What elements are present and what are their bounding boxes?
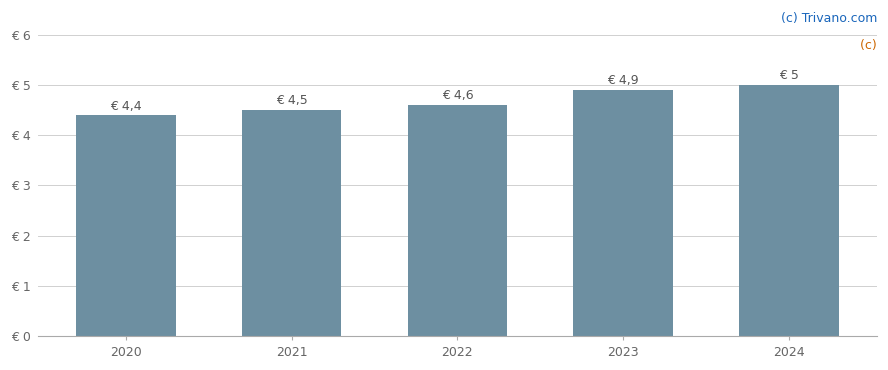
Text: (c): (c) <box>860 39 881 52</box>
Bar <box>408 105 507 336</box>
Bar <box>740 85 839 336</box>
Bar <box>574 90 673 336</box>
Text: € 4,9: € 4,9 <box>607 74 639 87</box>
Text: € 4,4: € 4,4 <box>110 100 141 112</box>
Bar <box>242 110 341 336</box>
Text: € 4,6: € 4,6 <box>441 90 473 102</box>
Text: € 5: € 5 <box>779 69 799 83</box>
Text: (c) Trivano.com: (c) Trivano.com <box>781 12 877 25</box>
Bar <box>76 115 176 336</box>
Text: € 4,5: € 4,5 <box>276 94 307 108</box>
